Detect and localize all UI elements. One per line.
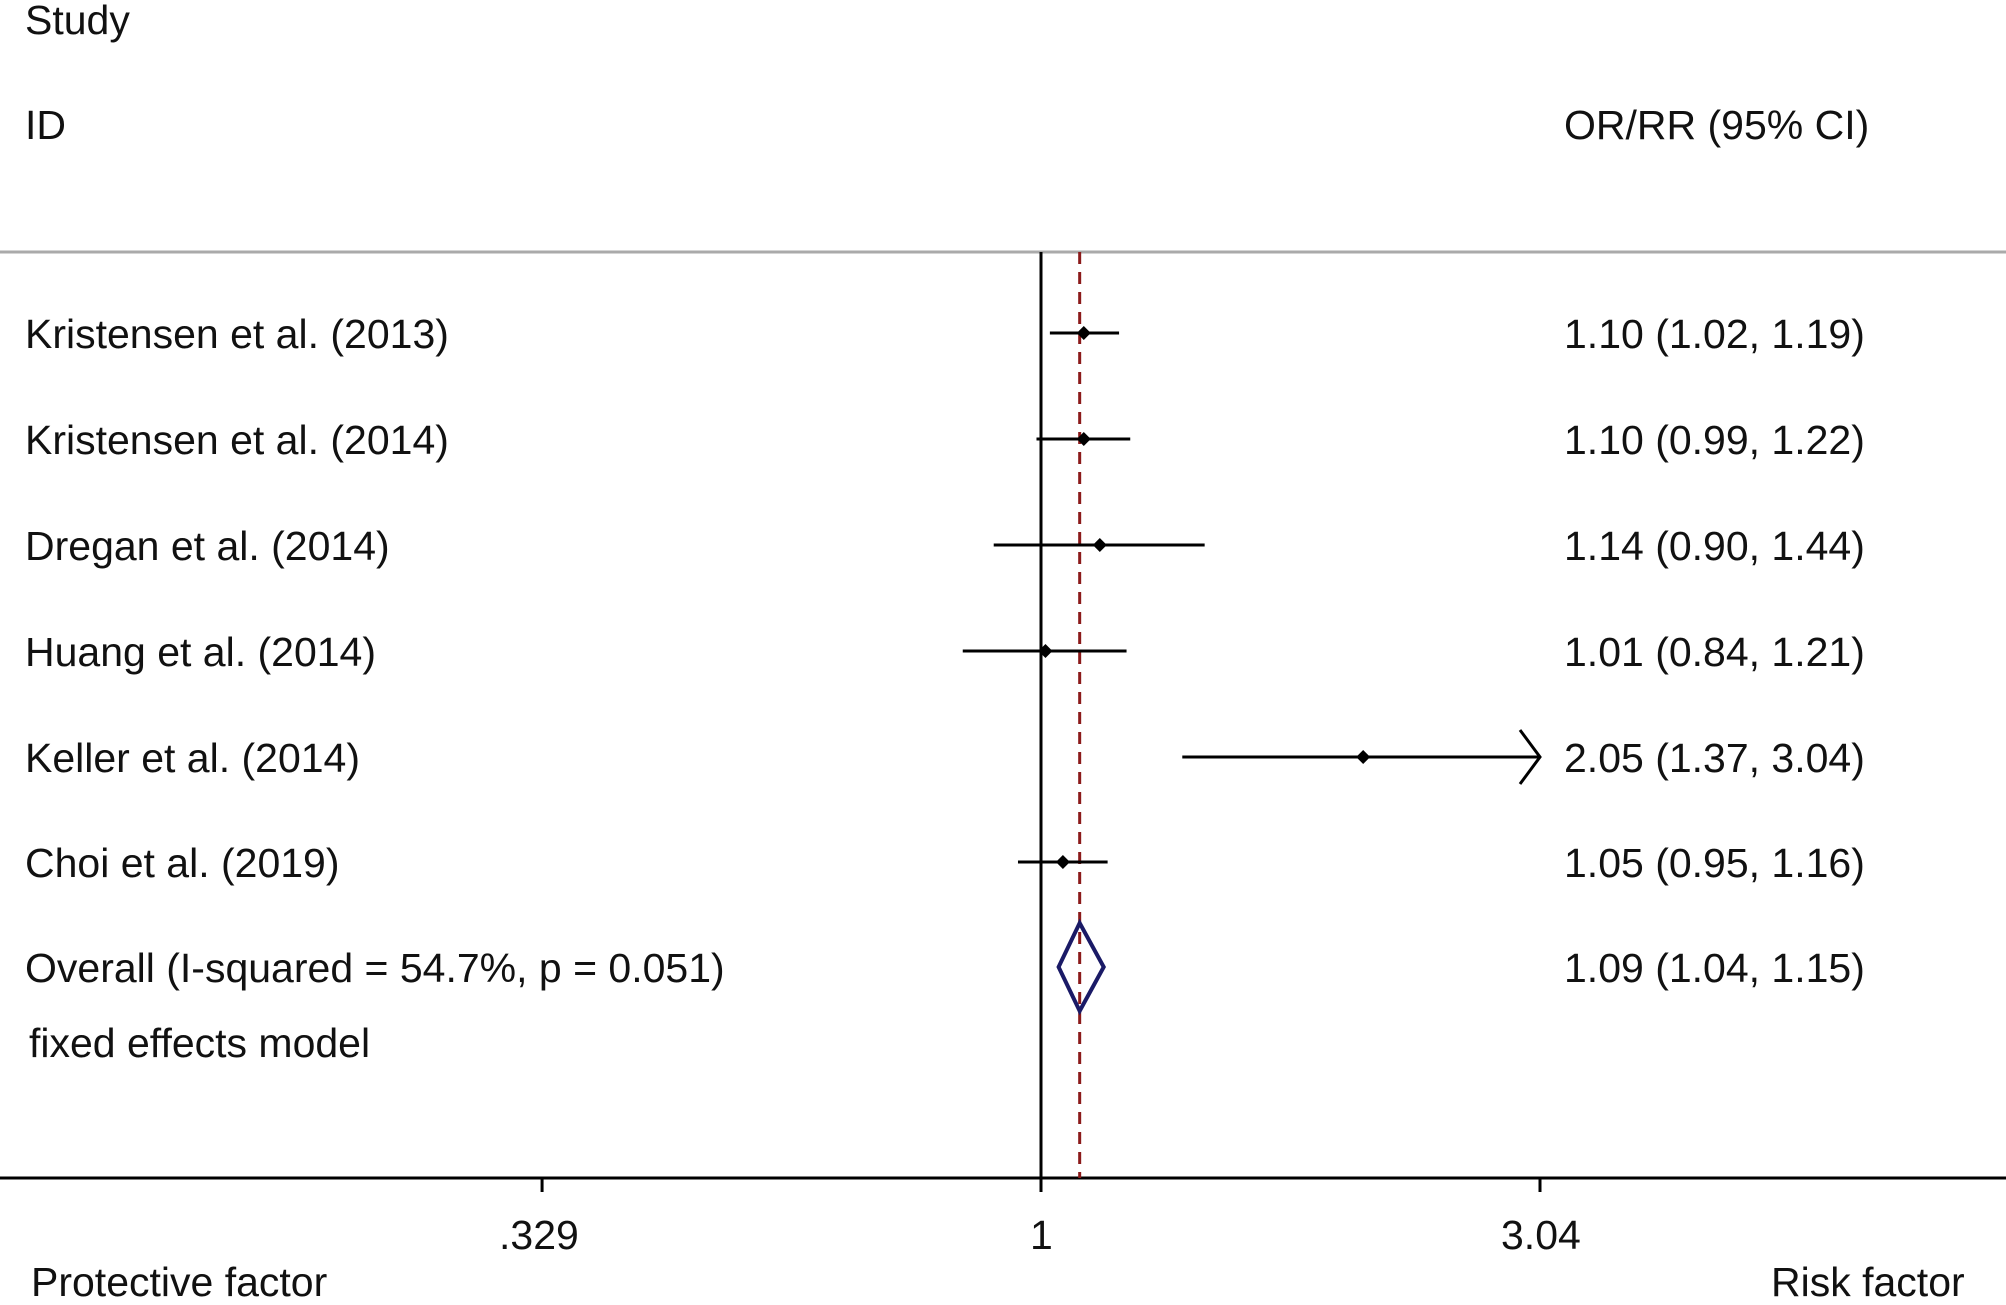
study-estimate: 1.01 (0.84, 1.21) <box>1564 629 1865 675</box>
point-estimate <box>1076 432 1091 446</box>
study-label: Choi et al. (2019) <box>25 840 340 886</box>
study-estimate: 1.14 (0.90, 1.44) <box>1564 523 1865 569</box>
overall-estimate: 1.09 (1.04, 1.15) <box>1564 945 1865 991</box>
left-axis-label: Protective factor <box>31 1259 328 1305</box>
ci-arrow <box>1518 729 1542 785</box>
study-label: Keller et al. (2014) <box>25 735 361 781</box>
header-study: Study <box>25 0 130 43</box>
header-estimate: OR/RR (95% CI) <box>1564 102 1870 148</box>
x-tick-label: 1 <box>1030 1212 1053 1258</box>
model-note: fixed effects model <box>29 1020 371 1066</box>
study-estimate: 1.05 (0.95, 1.16) <box>1564 840 1865 886</box>
overall-diamond <box>1056 918 1107 1016</box>
point-estimate <box>1076 326 1091 340</box>
point-estimate <box>1092 538 1107 552</box>
study-label: Huang et al. (2014) <box>25 629 377 675</box>
study-label: Kristensen et al. (2013) <box>25 311 449 357</box>
study-label: Dregan et al. (2014) <box>25 523 390 569</box>
x-tick-label: 3.04 <box>1501 1212 1581 1258</box>
x-tick-label: .329 <box>499 1212 579 1258</box>
study-label: Kristensen et al. (2014) <box>25 417 449 463</box>
header-id: ID <box>25 102 66 148</box>
overall-label: Overall (I-squared = 54.7%, p = 0.051) <box>25 945 725 991</box>
point-estimate <box>1356 750 1371 764</box>
right-axis-label: Risk factor <box>1771 1259 1965 1305</box>
point-estimate <box>1055 855 1070 869</box>
point-estimate <box>1038 644 1053 658</box>
study-estimate: 2.05 (1.37, 3.04) <box>1564 735 1865 781</box>
study-estimate: 1.10 (1.02, 1.19) <box>1564 311 1865 357</box>
study-estimate: 1.10 (0.99, 1.22) <box>1564 417 1865 463</box>
